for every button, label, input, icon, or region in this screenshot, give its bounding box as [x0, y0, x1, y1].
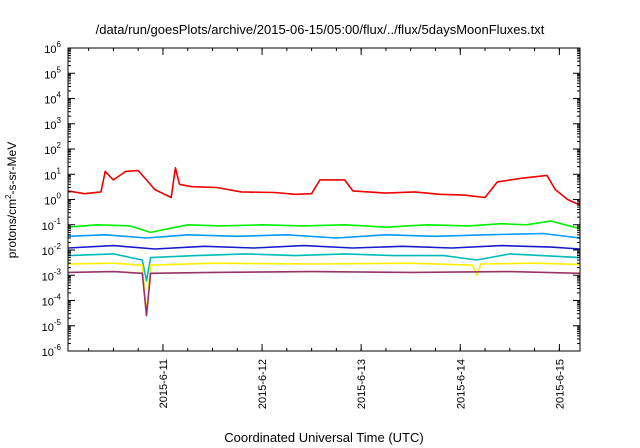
y-tick-label: 106	[44, 40, 61, 56]
y-axis-label: protons/cm2-s-sr-MeV	[4, 142, 19, 258]
series-line-7	[67, 270, 581, 317]
y-tick-label: 10-6	[42, 343, 62, 359]
y-axis: 10-6 10-5 10-4 10-3 10-2 10-1 100 101 102 103 104 1…	[42, 40, 580, 359]
x-axis: 2015-6-11 2015-6-12 2015-6-13 2015-6-14 2015…	[88, 48, 566, 409]
y-tick-label: 10-3	[42, 267, 62, 283]
y-tick-label: 100	[44, 192, 61, 208]
series-layer	[67, 167, 581, 317]
series-line-1	[67, 167, 581, 206]
x-axis-label: Coordinated Universal Time (UTC)	[224, 430, 424, 445]
y-tick-label: 102	[44, 141, 61, 157]
series-line-5	[67, 253, 581, 282]
series-line-3	[67, 232, 581, 239]
y-tick-label: 10-2	[42, 242, 62, 258]
y-tick-label: 10-5	[42, 318, 62, 334]
y-tick-label: 101	[44, 166, 61, 182]
chart-title: /data/run/goesPlots/archive/2015-06-15/0…	[95, 22, 545, 37]
series-line-6	[67, 262, 581, 315]
y-tick-label: 10-4	[42, 293, 62, 309]
series-line-2	[67, 220, 581, 234]
y-tick-label: 10-1	[42, 217, 62, 233]
x-tick-label: 2015-6-11	[158, 359, 170, 408]
y-tick-label: 104	[44, 91, 61, 107]
x-tick-label: 2015-6-12	[257, 359, 269, 409]
x-tick-label: 2015-6-14	[455, 359, 467, 409]
series-line-4	[67, 244, 581, 250]
y-tick-label: 105	[44, 65, 61, 81]
x-tick-label: 2015-6-15	[554, 359, 566, 409]
x-tick-label: 2015-6-13	[356, 359, 368, 409]
y-tick-label: 103	[44, 116, 61, 132]
